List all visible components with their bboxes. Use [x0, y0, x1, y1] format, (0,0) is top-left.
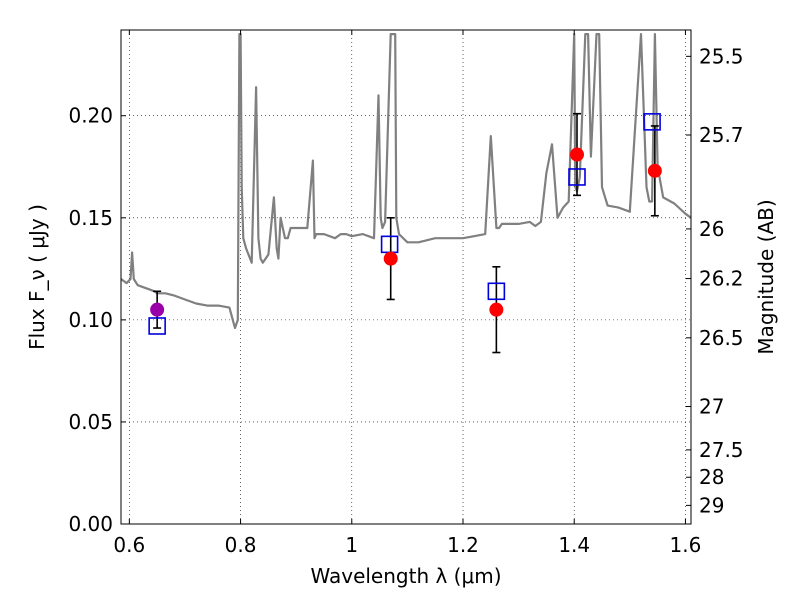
model-band-flux-point: [643, 113, 661, 131]
y2-tick-label: 27: [699, 395, 724, 419]
observed-flux-point: [489, 302, 504, 317]
model-band-flux-point: [568, 168, 586, 186]
observed-flux-point: [383, 251, 398, 266]
y-tick-label: 0.20: [68, 104, 113, 128]
x-tick-label: 1.6: [670, 533, 702, 557]
x-tick-label: 1.4: [558, 533, 590, 557]
y2-tick-label: 25.5: [699, 44, 744, 68]
observed-points: [150, 147, 662, 317]
y2-tick-label: 26.2: [699, 267, 744, 291]
plot-frame: [120, 29, 692, 525]
y-axis-ticks: 0.00 0.05 0.10 0.15 0.20: [68, 104, 126, 536]
y2-tick-label: 29: [699, 493, 724, 517]
x-tick-label: 0.6: [113, 533, 145, 557]
x-tick-label: 1: [345, 533, 358, 557]
model-band-flux-point: [487, 282, 506, 301]
y-tick-label: 0.10: [68, 308, 113, 332]
observed-flux-point: [570, 147, 584, 162]
y2-tick-label: 26.5: [699, 326, 744, 350]
y-tick-label: 0.15: [68, 206, 113, 230]
x-tick-label: 0.8: [225, 533, 257, 557]
x-axis-label: Wavelength λ (μm): [310, 564, 501, 588]
observed-flux-point: [647, 163, 662, 178]
y-tick-label: 0.00: [68, 512, 113, 536]
model-spectrum-layer: [121, 33, 691, 330]
y-axis-label: Flux F_ν ( μJy ): [25, 204, 49, 350]
plot-background: [121, 30, 691, 524]
x-axis-ticks: 0.6 0.8 1 1.2 1.4 1.6: [113, 30, 701, 557]
y-tick-label: 0.05: [68, 410, 113, 434]
y2-tick-label: 27.5: [699, 438, 744, 462]
observed-flux-point: [150, 302, 165, 317]
model-band-flux-point: [148, 317, 166, 335]
model-spectrum-line: [121, 33, 691, 330]
y2-axis-ticks: 25.5 25.7 26 26.2 26.5 27 27.5 28 29: [686, 44, 744, 517]
y2-tick-label: 28: [699, 465, 724, 489]
y2-axis-label: Magnitude (AB): [754, 199, 778, 354]
x-tick-label: 1.2: [447, 533, 479, 557]
y2-tick-label: 25.7: [699, 123, 744, 147]
y2-tick-label: 26: [699, 217, 724, 241]
